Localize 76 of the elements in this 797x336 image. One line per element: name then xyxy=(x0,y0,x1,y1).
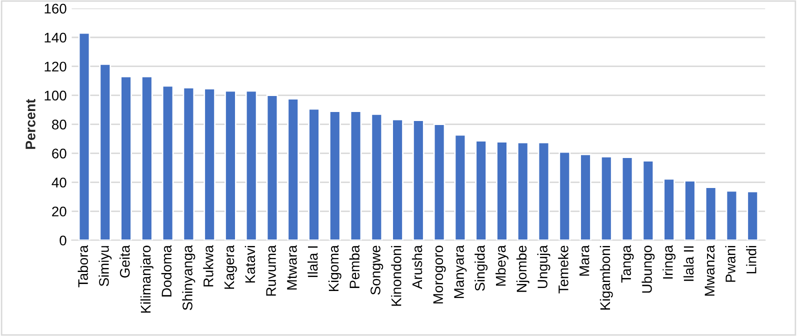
bar xyxy=(454,134,466,240)
x-tick-label: Geita xyxy=(120,245,130,278)
y-tick-label: 80 xyxy=(52,120,66,130)
y-tick-label: 140 xyxy=(44,32,66,43)
bar xyxy=(704,186,717,240)
x-tick-label: Mara xyxy=(580,245,590,276)
bar xyxy=(266,94,278,240)
x-tick-label: Mtwara xyxy=(287,245,297,290)
bar xyxy=(496,141,508,240)
bar xyxy=(350,110,362,240)
x-tick-label: Katavi xyxy=(244,246,256,283)
x-tick-label: Simiyu xyxy=(98,246,112,286)
x-tick-label: Mwanza xyxy=(704,245,715,296)
x-tick-label: Arusha xyxy=(412,245,422,290)
x-tick-label: Tabora xyxy=(78,245,88,288)
y-tick-label: 120 xyxy=(44,62,66,72)
x-tick-label: Dodoma xyxy=(161,245,172,296)
y-tick-label: 20 xyxy=(52,206,66,216)
x-tick-label: Tanga xyxy=(621,245,634,283)
x-tick-label: Kigamboni xyxy=(600,246,613,310)
bar xyxy=(558,151,571,240)
x-tick-label: Kilimanjaro xyxy=(140,246,154,313)
bar xyxy=(726,190,738,240)
x-tick-label: Ilala I xyxy=(308,246,318,278)
bar xyxy=(684,180,696,240)
bar xyxy=(120,76,132,240)
bar xyxy=(182,86,195,240)
bar xyxy=(433,124,446,240)
y-tick-label: 100 xyxy=(44,90,66,101)
bar xyxy=(621,156,634,240)
x-tick-label: Iringa xyxy=(662,245,676,279)
y-tick-label: 0 xyxy=(60,236,66,246)
x-tick-label: Lindi xyxy=(746,246,756,274)
bar xyxy=(600,156,612,240)
bar xyxy=(245,90,258,240)
bar xyxy=(392,118,404,240)
x-tick-label: Kagera xyxy=(224,245,237,289)
bar xyxy=(663,178,675,240)
bar xyxy=(99,63,112,240)
x-tick-label: Mbeya xyxy=(495,245,508,286)
x-tick-label: Temeke xyxy=(558,246,568,294)
y-tick-label: 160 xyxy=(44,4,66,14)
x-tick-label: Ilala II xyxy=(683,246,694,281)
x-tick-label: Manyara xyxy=(454,245,467,298)
bar xyxy=(162,85,174,240)
x-tick-label: Shinyanga xyxy=(182,245,196,310)
bar xyxy=(475,140,487,240)
bar xyxy=(224,90,236,240)
y-tick-label: 60 xyxy=(52,148,66,158)
x-tick-label: Njombe xyxy=(516,246,530,292)
bar xyxy=(412,120,424,240)
x-tick-label: Kinondoni xyxy=(391,246,402,306)
x-tick-label: Ubungo xyxy=(642,246,655,293)
x-tick-label: Rukwa xyxy=(203,245,214,286)
bar xyxy=(328,110,341,240)
bar xyxy=(204,88,216,240)
x-tick-label: Songwe xyxy=(370,246,384,295)
bar xyxy=(516,142,529,240)
y-tick-label: 40 xyxy=(52,178,66,188)
bar xyxy=(287,98,300,240)
bar xyxy=(370,113,383,240)
x-tick-label: Pemba xyxy=(349,245,360,288)
bar xyxy=(308,108,320,240)
bar xyxy=(141,76,153,240)
bar xyxy=(580,154,592,240)
x-tick-label: Kigoma xyxy=(328,245,342,292)
bar xyxy=(78,32,90,240)
bar xyxy=(538,142,550,240)
bar xyxy=(746,190,759,240)
x-tick-label: Unguja xyxy=(537,245,550,288)
x-tick-label: Morogoro xyxy=(433,246,446,304)
bar xyxy=(642,160,654,240)
x-tick-label: Singida xyxy=(474,245,488,291)
x-tick-label: Ruvuma xyxy=(266,245,276,296)
x-tick-label: Pwani xyxy=(725,246,736,282)
y-axis-title: Percent xyxy=(26,99,36,149)
